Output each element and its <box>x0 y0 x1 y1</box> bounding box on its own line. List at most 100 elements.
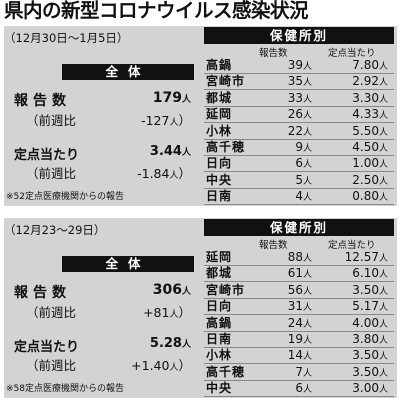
unit: 人 <box>378 78 388 89</box>
rate-value: 4.00 <box>352 315 379 330</box>
column-headers: 報告数 定点当たり <box>204 237 394 251</box>
unit: 人 <box>181 148 191 158</box>
rate-value: 3.80 <box>352 332 379 346</box>
unit: 人 <box>181 95 191 105</box>
rate-value: 5.17 <box>352 299 379 314</box>
unit: 人 <box>302 286 312 297</box>
rate-value: 3.50 <box>352 364 379 379</box>
rate-change-group: +1.40人） <box>131 358 191 373</box>
count-value: 7 <box>295 364 303 379</box>
report-change-row: （前週比 -127人） <box>6 110 201 128</box>
rate-value: 12.57 <box>344 250 379 264</box>
count-cell: 33人 <box>288 91 312 108</box>
report-label: 報告数 <box>14 93 71 109</box>
unit: 人 <box>302 94 312 105</box>
count-cell: 39人 <box>288 58 312 75</box>
unit: 人 <box>302 368 312 379</box>
district-name: 延岡 <box>206 250 233 264</box>
unit: 人 <box>302 111 312 122</box>
panel-section2: （12月23～29日） 全体 報告数 306人 （前週比 +81人） 定点当たり 5.28人（… <box>4 218 397 398</box>
rate-value-group: 5.28人 <box>150 336 191 351</box>
count-cell: 6人 <box>295 156 312 173</box>
unit: 人 <box>378 385 388 396</box>
panel-section1: （12月30日～1月5日） 全体 報告数 179人 （前週比 -127人） 定点当たり 3.4… <box>4 26 397 206</box>
count-value: 9 <box>295 140 303 154</box>
unit: 人 <box>302 270 312 281</box>
unit: 人 <box>378 368 388 379</box>
unit: 人 <box>169 118 179 128</box>
table-row: 宮崎市 56人 3.50人 <box>204 283 394 299</box>
count-value: 6 <box>295 381 303 396</box>
rate-row: 定点当たり 5.28人 <box>6 336 201 355</box>
report-value: 179 <box>152 90 182 106</box>
unit: 人 <box>378 270 388 281</box>
rate-value: 3.30 <box>352 90 379 105</box>
rate-row: 定点当たり 3.44人 <box>6 144 201 163</box>
count-value: 22 <box>287 123 303 138</box>
rate-cell: 4.50人 <box>352 140 388 157</box>
unit: 人 <box>302 385 312 396</box>
unit: 人 <box>169 171 179 181</box>
rate-value: 3.44 <box>149 144 182 159</box>
count-cell: 24人 <box>288 316 312 333</box>
district-name: 延岡 <box>206 107 233 122</box>
district-name: 都城 <box>206 266 233 281</box>
rate-value: 5.50 <box>352 123 379 138</box>
count-value: 61 <box>287 266 303 281</box>
count-cell: 7人 <box>295 365 312 382</box>
rate-value: 4.50 <box>352 140 379 154</box>
report-change: +81 <box>143 305 170 320</box>
table-row: 都城 61人 6.10人 <box>204 266 394 283</box>
count-value: 39 <box>287 58 303 72</box>
unit: 人 <box>302 352 312 363</box>
unit: 人 <box>378 336 388 346</box>
rate-cell: 3.80人 <box>352 332 388 349</box>
unit: 人 <box>302 127 312 138</box>
rate-cell: 4.33人 <box>352 107 388 124</box>
count-value: 5 <box>295 172 303 187</box>
district-name: 都城 <box>206 90 233 105</box>
unit: 人 <box>302 336 312 346</box>
zentai-header: 全体 <box>62 256 194 272</box>
unit: 人 <box>378 286 388 297</box>
table-row: 中央 5人 2.50人 <box>204 173 394 189</box>
rate-cell: 2.92人 <box>352 74 388 91</box>
unit: 人 <box>378 352 388 363</box>
rate-cell: 12.57人 <box>345 250 388 267</box>
hoken-header: 保健所別 <box>204 27 394 44</box>
count-value: 26 <box>287 107 303 122</box>
rate-change: -1.84 <box>137 166 170 181</box>
unit: 人 <box>378 254 388 264</box>
rate-value: 3.00 <box>352 381 379 396</box>
unit: 人 <box>169 310 179 320</box>
rate-value: 1.00 <box>352 156 379 171</box>
rate-cell: 4.00人 <box>352 316 388 333</box>
district-name: 宮崎市 <box>206 282 246 297</box>
note: ※58定点医療機関からの報告 <box>6 384 124 394</box>
district-name: 中央 <box>206 381 233 396</box>
rate-cell: 5.50人 <box>352 124 388 141</box>
unit: 人 <box>302 193 312 204</box>
count-value: 14 <box>287 348 303 363</box>
table-row: 高鍋 24人 4.00人 <box>204 316 394 332</box>
unit: 人 <box>181 287 191 297</box>
district-name: 日向 <box>206 156 233 171</box>
table-row: 延岡 88人 12.57人 <box>204 250 394 266</box>
rate-value: 2.50 <box>352 172 379 187</box>
district-name: 日南 <box>206 189 233 204</box>
unit: 人 <box>378 127 388 138</box>
rate-cell: 6.10人 <box>352 266 388 283</box>
rate-value: 6.10 <box>352 266 379 281</box>
unit: 人 <box>378 193 388 204</box>
unit: 人 <box>378 160 388 171</box>
rate-change: +1.40 <box>131 358 170 373</box>
table-row: 宮崎市 35人 2.92人 <box>204 74 394 91</box>
table-row: 都城 33人 3.30 人 <box>204 91 394 107</box>
count-cell: 9人 <box>295 140 312 157</box>
unit: 人 <box>378 144 388 154</box>
table-row: 高千穂 7人 3.50人 <box>204 365 394 381</box>
unit: 人 <box>302 144 312 154</box>
rate-value: 4.33 <box>352 107 379 122</box>
count-cell: 5人 <box>295 173 312 190</box>
col-rate-header: 定点当たり <box>328 48 376 59</box>
